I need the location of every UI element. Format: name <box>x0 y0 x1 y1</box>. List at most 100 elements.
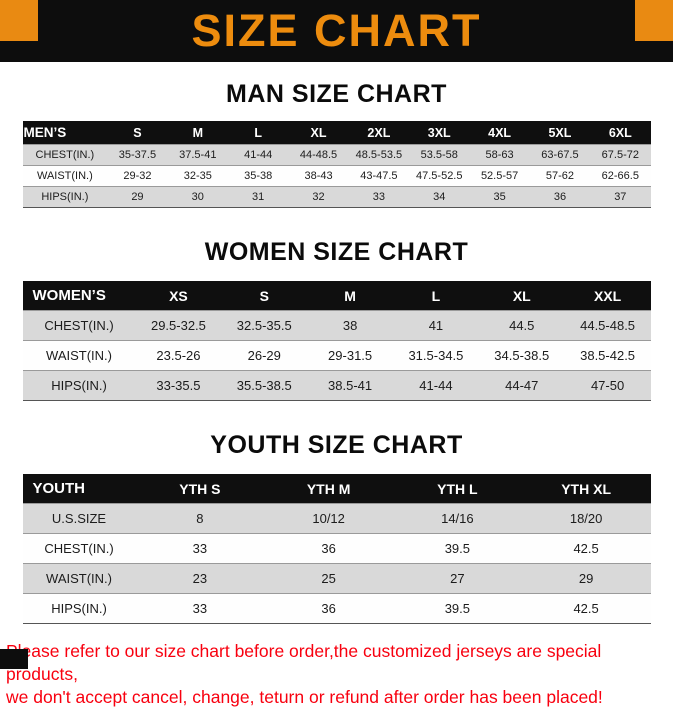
measurement-label: WAIST(IN.) <box>23 341 136 371</box>
size-value-cell: 33 <box>349 187 409 208</box>
measurement-label: CHEST(IN.) <box>23 311 136 341</box>
corner-accent-top-left <box>0 0 38 41</box>
size-value-cell: 23.5-26 <box>136 341 222 371</box>
size-column-header: S <box>221 281 307 311</box>
size-value-cell: 29-32 <box>107 166 167 187</box>
size-value-cell: 8 <box>136 504 265 534</box>
size-column-header: 4XL <box>469 121 529 145</box>
size-value-cell: 18/20 <box>522 504 651 534</box>
size-value-cell: 53.5-58 <box>409 145 469 166</box>
disclaimer-line-2: we don't accept cancel, change, teturn o… <box>6 686 673 708</box>
corner-accent-top-right <box>635 0 673 41</box>
size-value-cell: 35 <box>469 187 529 208</box>
size-value-cell: 38 <box>307 311 393 341</box>
measurement-label: HIPS(IN.) <box>23 187 108 208</box>
size-value-cell: 47.5-52.5 <box>409 166 469 187</box>
size-value-cell: 32.5-35.5 <box>221 311 307 341</box>
size-column-header: S <box>107 121 167 145</box>
size-column-header: 5XL <box>530 121 590 145</box>
size-column-header: 2XL <box>349 121 409 145</box>
size-column-header: XXL <box>565 281 651 311</box>
size-value-cell: 47-50 <box>565 371 651 401</box>
measurement-label: WAIST(IN.) <box>23 166 108 187</box>
order-disclaimer: Please refer to our size chart before or… <box>0 640 673 708</box>
size-value-cell: 31 <box>228 187 288 208</box>
size-value-cell: 52.5-57 <box>469 166 529 187</box>
size-value-cell: 44.5-48.5 <box>565 311 651 341</box>
size-column-header: XS <box>136 281 222 311</box>
size-value-cell: 33-35.5 <box>136 371 222 401</box>
size-value-cell: 44.5 <box>479 311 565 341</box>
size-column-header: XL <box>479 281 565 311</box>
size-value-cell: 14/16 <box>393 504 522 534</box>
size-value-cell: 23 <box>136 564 265 594</box>
size-column-header: L <box>393 281 479 311</box>
size-value-cell: 36 <box>264 534 393 564</box>
size-column-header: YTH XL <box>522 474 651 504</box>
size-value-cell: 34.5-38.5 <box>479 341 565 371</box>
size-value-cell: 27 <box>393 564 522 594</box>
size-value-cell: 35-37.5 <box>107 145 167 166</box>
size-value-cell: 38-43 <box>288 166 348 187</box>
section-heading-women: WOMEN SIZE CHART <box>0 238 673 267</box>
size-value-cell: 36 <box>264 594 393 624</box>
measurement-label: HIPS(IN.) <box>23 594 136 624</box>
size-value-cell: 41-44 <box>228 145 288 166</box>
size-value-cell: 37.5-41 <box>168 145 228 166</box>
table-corner-label: YOUTH <box>23 474 136 504</box>
size-value-cell: 41-44 <box>393 371 479 401</box>
size-value-cell: 42.5 <box>522 534 651 564</box>
size-value-cell: 43-47.5 <box>349 166 409 187</box>
size-column-header: 3XL <box>409 121 469 145</box>
size-column-header: 6XL <box>590 121 650 145</box>
size-value-cell: 29.5-32.5 <box>136 311 222 341</box>
size-value-cell: 35.5-38.5 <box>221 371 307 401</box>
size-value-cell: 38.5-42.5 <box>565 341 651 371</box>
size-value-cell: 36 <box>530 187 590 208</box>
page-title: SIZE CHART <box>192 5 482 57</box>
size-value-cell: 32 <box>288 187 348 208</box>
size-value-cell: 33 <box>136 594 265 624</box>
size-value-cell: 35-38 <box>228 166 288 187</box>
size-column-header: L <box>228 121 288 145</box>
section-heading-youth: YOUTH SIZE CHART <box>0 431 673 460</box>
title-banner: SIZE CHART <box>0 0 673 62</box>
table-corner-label: WOMEN’S <box>23 281 136 311</box>
table-corner-label: MEN’S <box>23 121 108 145</box>
size-value-cell: 26-29 <box>221 341 307 371</box>
size-value-cell: 32-35 <box>168 166 228 187</box>
measurement-label: U.S.SIZE <box>23 504 136 534</box>
size-value-cell: 57-62 <box>530 166 590 187</box>
size-value-cell: 39.5 <box>393 594 522 624</box>
size-value-cell: 29 <box>107 187 167 208</box>
corner-accent-bottom-left <box>0 649 28 669</box>
size-value-cell: 48.5-53.5 <box>349 145 409 166</box>
size-value-cell: 10/12 <box>264 504 393 534</box>
size-value-cell: 58-63 <box>469 145 529 166</box>
size-value-cell: 67.5-72 <box>590 145 650 166</box>
size-value-cell: 37 <box>590 187 650 208</box>
size-value-cell: 41 <box>393 311 479 341</box>
size-value-cell: 33 <box>136 534 265 564</box>
size-column-header: XL <box>288 121 348 145</box>
size-value-cell: 42.5 <box>522 594 651 624</box>
section-heading-man: MAN SIZE CHART <box>0 80 673 109</box>
size-value-cell: 38.5-41 <box>307 371 393 401</box>
size-value-cell: 62-66.5 <box>590 166 650 187</box>
size-value-cell: 30 <box>168 187 228 208</box>
size-value-cell: 39.5 <box>393 534 522 564</box>
size-column-header: YTH L <box>393 474 522 504</box>
